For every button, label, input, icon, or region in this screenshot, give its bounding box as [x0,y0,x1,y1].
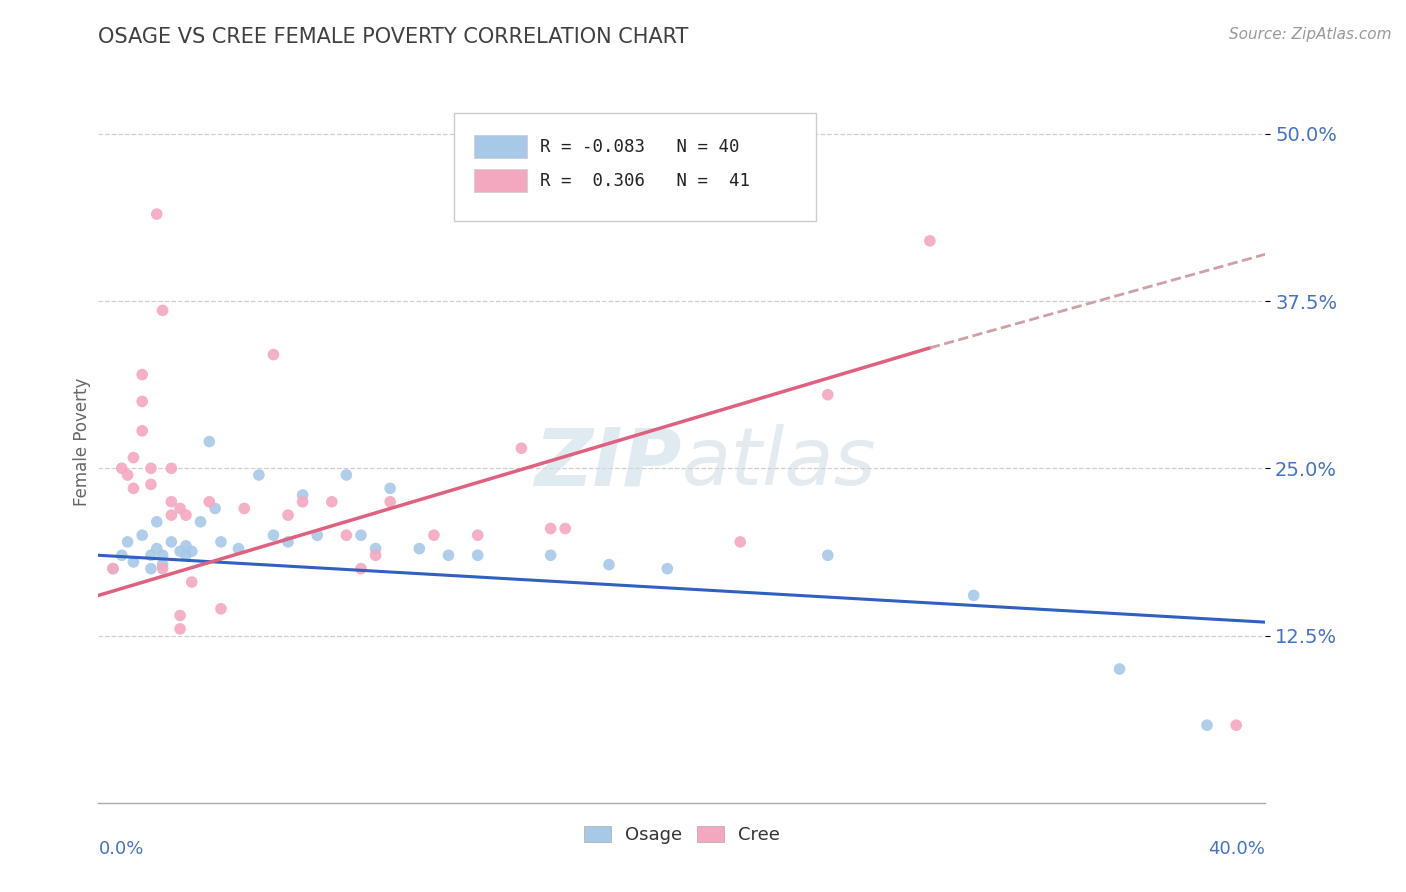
Point [111,461,134,475]
Bar [474,169,527,193]
Point [657,562,679,576]
Point [247,467,270,482]
FancyBboxPatch shape [454,112,815,221]
Point [554,521,576,535]
Point [198,494,221,508]
Point [510,442,533,455]
Point [152,303,174,318]
Point [204,501,226,516]
Point [146,515,169,529]
Point [233,501,256,516]
Text: Source: ZipAtlas.com: Source: ZipAtlas.com [1229,27,1392,42]
Point [423,528,446,542]
Point [139,461,162,475]
Point [169,622,191,636]
Point [817,387,839,401]
Text: atlas: atlas [682,425,877,502]
Point [190,515,212,529]
Point [160,534,183,549]
Point [174,508,197,523]
Point [277,508,299,523]
Point [350,528,373,542]
Point [180,544,202,558]
Point [1225,718,1247,732]
Point [1195,718,1218,732]
Point [598,558,620,572]
Point [335,467,357,482]
Point [350,562,373,576]
Point [262,528,284,542]
Point [152,562,174,576]
Point [111,548,134,563]
Text: R =  0.306   N =  41: R = 0.306 N = 41 [540,172,749,190]
Point [380,482,402,496]
Point [209,534,232,549]
Point [321,494,343,508]
Point [291,494,314,508]
Point [467,528,489,542]
Point [117,467,139,482]
Point [918,234,941,248]
Point [291,488,314,502]
Point [408,541,430,556]
Point [730,534,752,549]
Point [131,424,153,438]
Point [122,482,145,496]
Point [139,548,162,563]
Point [335,528,357,542]
Point [1108,662,1130,676]
Point [152,548,174,563]
Point [228,541,250,556]
Point [364,548,387,563]
Text: R = -0.083   N = 40: R = -0.083 N = 40 [540,137,740,156]
Point [307,528,329,542]
Point [277,534,299,549]
Point [139,477,162,491]
Point [962,589,984,603]
Point [160,461,183,475]
Text: OSAGE VS CREE FEMALE POVERTY CORRELATION CHART: OSAGE VS CREE FEMALE POVERTY CORRELATION… [98,27,689,46]
Text: 0.0%: 0.0% [98,840,143,858]
Point [169,544,191,558]
Text: ZIP: ZIP [534,425,682,502]
Point [101,562,124,576]
Point [174,539,197,553]
Point [101,562,124,576]
Point [131,368,153,382]
Point [122,555,145,569]
Point [262,348,284,362]
Point [122,450,145,465]
Point [160,508,183,523]
Point [131,394,153,409]
Point [160,494,183,508]
Point [174,548,197,563]
Text: 40.0%: 40.0% [1209,840,1265,858]
Point [169,501,191,516]
Bar [474,136,527,158]
Point [380,494,402,508]
Point [131,528,153,542]
Point [146,541,169,556]
Legend: Osage, Cree: Osage, Cree [576,819,787,852]
Point [180,575,202,590]
Point [198,434,221,449]
Point [437,548,460,563]
Point [139,562,162,576]
Point [146,207,169,221]
Y-axis label: Female Poverty: Female Poverty [73,377,91,506]
Point [209,602,232,616]
Point [117,534,139,549]
Point [364,541,387,556]
Point [540,521,562,535]
Point [169,608,191,623]
Point [152,558,174,572]
Point [540,548,562,563]
Point [817,548,839,563]
Point [467,548,489,563]
